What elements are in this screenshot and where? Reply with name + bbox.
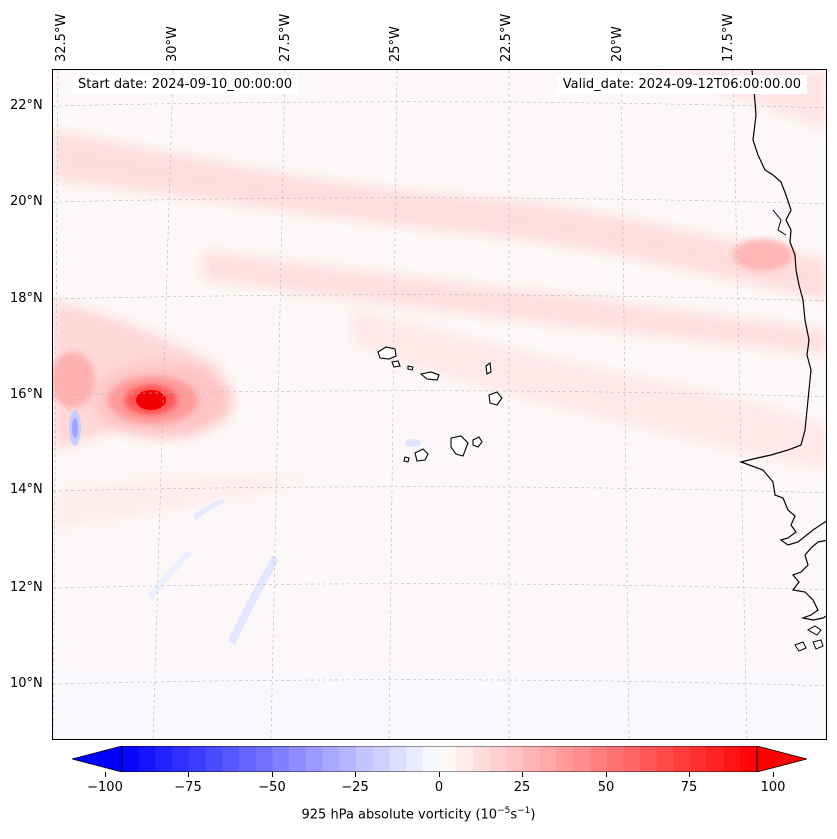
colorbar-segment: [640, 746, 658, 772]
colorbar-segment: [372, 746, 390, 772]
colorbar-segments: [122, 746, 758, 772]
colorbar-segment: [740, 746, 758, 772]
lon-label-25w: 25°W: [388, 26, 403, 62]
colorbar-segment: [690, 746, 708, 772]
cb-tickmark: [439, 772, 440, 777]
cb-tick-label: −75: [174, 780, 202, 795]
colorbar-segment: [489, 746, 507, 772]
lon-label-17.5w: 17.5°W: [721, 13, 736, 62]
lon-label-32.5w: 32.5°W: [54, 13, 69, 62]
lat-label-10n: 10°N: [10, 676, 43, 691]
lat-label-14n: 14°N: [10, 482, 43, 497]
colorbar-segment: [255, 746, 273, 772]
colorbar-label-exp1: −5: [497, 806, 511, 816]
colorbar-segment: [188, 746, 207, 772]
colorbar-label-exp2: −1: [517, 806, 531, 816]
cb-tick-label: 100: [760, 780, 786, 795]
lon-label-20w: 20°W: [610, 26, 625, 62]
coastal-vorticity-patch: [733, 239, 793, 271]
lat-label-20n: 20°N: [10, 194, 43, 209]
cb-tick-label: 75: [680, 780, 698, 795]
lon-label-22.5w: 22.5°W: [499, 13, 514, 62]
colorbar-label-suffix: ): [530, 807, 536, 823]
cb-tickmark: [355, 772, 356, 777]
colorbar-segment: [339, 746, 357, 772]
colorbar-segment: [172, 746, 190, 772]
colorbar-segment: [456, 746, 474, 772]
cb-tickmark: [105, 772, 106, 777]
colorbar: [72, 746, 807, 772]
lon-label-30w: 30°W: [165, 26, 180, 62]
cb-tickmark: [522, 772, 523, 777]
cb-tickmark: [188, 772, 189, 777]
colorbar-segment: [355, 746, 374, 772]
coast-inlet: [772, 209, 787, 236]
colorbar-segment: [439, 746, 457, 772]
colorbar-segment: [272, 746, 290, 772]
africa-coastline-south: [791, 539, 826, 621]
colorbar-segment: [556, 746, 574, 772]
map-canvas: [53, 70, 826, 739]
colorbar-label: 925 hPa absolute vorticity (10−5s−1): [0, 806, 837, 822]
colorbar-segment: [673, 746, 691, 772]
vorticity-map: [52, 69, 827, 740]
cb-tickmark: [689, 772, 690, 777]
cb-tick-label: 0: [434, 780, 444, 795]
cb-tickmark: [606, 772, 607, 777]
cb-tickmark: [773, 772, 774, 777]
colorbar-segment: [238, 746, 257, 772]
colorbar-left-arrow: [72, 746, 123, 772]
bissau-islands: [794, 625, 824, 652]
colorbar-segment: [523, 746, 541, 772]
lat-label-22n: 22°N: [10, 98, 43, 113]
start-date-label: Start date: 2024-09-10_00:00:00: [72, 75, 299, 94]
colorbar-segment: [222, 746, 240, 772]
colorbar-segment: [406, 746, 424, 772]
colorbar-segment: [656, 746, 675, 772]
colorbar-segment: [589, 746, 608, 772]
colorbar-segment: [623, 746, 641, 772]
colorbar-segment: [155, 746, 173, 772]
colorbar-segment: [322, 746, 340, 772]
lat-label-12n: 12°N: [10, 580, 43, 595]
colorbar-label-prefix: 925 hPa absolute vorticity (10: [301, 807, 498, 823]
colorbar-segment: [138, 746, 157, 772]
colorbar-segment: [506, 746, 524, 772]
cb-tick-label: −50: [258, 780, 286, 795]
colorbar-segment: [122, 746, 140, 772]
colorbar-segment: [706, 746, 725, 772]
colorbar-segment: [539, 746, 558, 772]
colorbar-segment: [389, 746, 407, 772]
cb-tickmark: [272, 772, 273, 777]
colorbar-label-mid: s: [510, 807, 518, 823]
cb-tick-label: 25: [513, 780, 531, 795]
colorbar-segment: [205, 746, 223, 772]
colorbar-right-arrow: [756, 746, 807, 772]
colorbar-segment: [289, 746, 307, 772]
cb-tick-label: 50: [597, 780, 615, 795]
cb-tick-label: −25: [341, 780, 369, 795]
colorbar-segment: [422, 746, 441, 772]
colorbar-segment: [305, 746, 324, 772]
lat-label-18n: 18°N: [10, 291, 43, 306]
colorbar-segment: [606, 746, 624, 772]
valid-date-label: Valid_date: 2024-09-12T06:00:00.00: [556, 75, 807, 94]
africa-coastline: [738, 70, 826, 546]
colorbar-segment: [472, 746, 491, 772]
lon-label-27.5w: 27.5°W: [278, 13, 293, 62]
colorbar-outline: [121, 746, 758, 772]
cb-tick-label: −100: [87, 780, 123, 795]
colorbar-segment: [723, 746, 741, 772]
lat-label-16n: 16°N: [10, 387, 43, 402]
colorbar-segment: [573, 746, 591, 772]
cape-verde-islands: [377, 346, 503, 463]
graticule: [53, 70, 826, 739]
